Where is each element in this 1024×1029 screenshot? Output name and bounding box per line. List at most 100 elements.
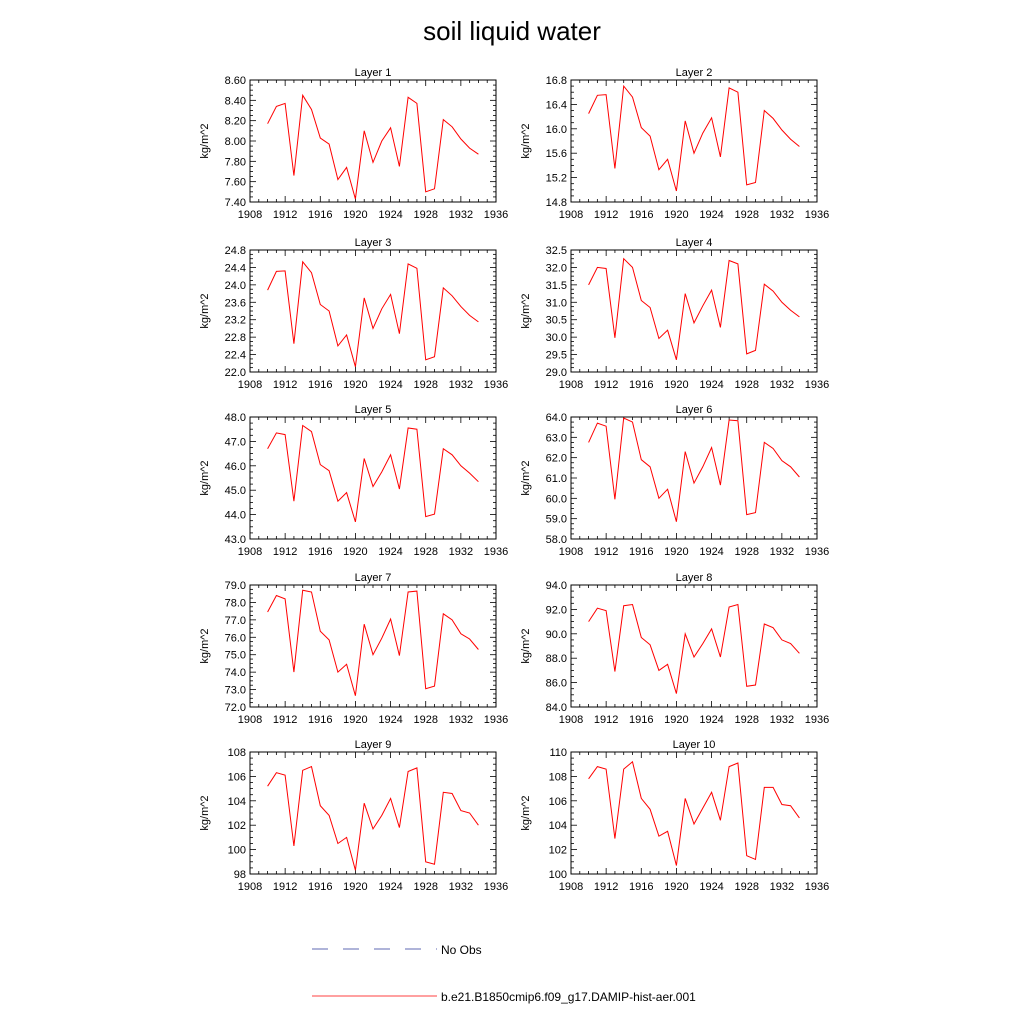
y-tick-label: 29.0 [546, 367, 567, 379]
plot-frame [249, 416, 497, 540]
panel-title: Layer 3 [355, 237, 392, 249]
x-tick-label: 1928 [413, 546, 437, 558]
panel-title: Layer 5 [355, 404, 392, 416]
y-tick-label: 110 [549, 747, 567, 759]
y-tick-label: 22.0 [225, 367, 246, 379]
y-tick-label: 8.20 [225, 116, 246, 128]
x-tick-label: 1912 [594, 714, 618, 726]
panel-title: Layer 4 [676, 237, 713, 249]
panel-3: Layer 3 kg/m^2 1908 1912 1916 1920 1924 1928 193… [199, 237, 508, 391]
y-axis-label: kg/m^2 [520, 628, 532, 663]
x-tick-label: 1916 [308, 209, 332, 221]
panel-title: Layer 2 [676, 67, 713, 79]
y-tick-label: 23.6 [225, 297, 246, 309]
x-tick-label: 1932 [770, 209, 794, 221]
x-tick-label: 1908 [559, 209, 583, 221]
y-tick-label: 24.8 [225, 245, 246, 257]
y-tick-label: 62.0 [546, 453, 567, 465]
x-tick-label: 1932 [449, 546, 473, 558]
y-tick-label: 78.0 [225, 597, 246, 609]
legend: No Obs b.e21.B1850cmip6.f09_g17.DAMIP-hi… [312, 943, 696, 1004]
series-line-1 [588, 417, 800, 522]
x-tick-label: 1920 [343, 379, 367, 391]
panels: Layer 1 kg/m^2 1908 1912 1916 1920 1924 1928 193… [199, 67, 829, 893]
x-tick-label: 1908 [238, 379, 262, 391]
y-tick-label: 76.0 [225, 632, 246, 644]
y-tick-label: 60.0 [546, 493, 567, 505]
y-tick-label: 74.0 [225, 667, 246, 679]
x-tick-label: 1924 [699, 209, 723, 221]
panel-9: Layer 9 kg/m^2 1908 1912 1916 1920 1924 1928 193… [199, 739, 508, 893]
x-tick-label: 1932 [770, 546, 794, 558]
x-tick-label: 1908 [238, 714, 262, 726]
y-tick-label: 23.2 [225, 315, 246, 327]
x-tick-label: 1932 [770, 714, 794, 726]
y-tick-label: 24.4 [225, 262, 246, 274]
y-tick-label: 108 [549, 771, 567, 783]
x-tick-label: 1936 [805, 379, 829, 391]
y-tick-label: 79.0 [225, 580, 246, 592]
panel-7: Layer 7 kg/m^2 1908 1912 1916 1920 1924 1928 193… [199, 572, 508, 726]
x-tick-label: 1908 [238, 881, 262, 893]
series-line-1 [588, 760, 800, 866]
series-line-1 [588, 603, 800, 694]
plot-frame [249, 751, 497, 875]
x-tick-label: 1908 [238, 209, 262, 221]
x-tick-label: 1908 [238, 546, 262, 558]
y-tick-label: 24.0 [225, 280, 246, 292]
y-tick-label: 29.5 [546, 350, 567, 362]
y-tick-label: 94.0 [546, 580, 567, 592]
x-tick-label: 1932 [449, 714, 473, 726]
y-tick-label: 102 [228, 820, 246, 832]
y-tick-label: 16.8 [546, 75, 567, 87]
series-line-1 [588, 257, 800, 360]
y-tick-label: 90.0 [546, 629, 567, 641]
y-tick-label: 14.8 [546, 197, 567, 209]
x-tick-label: 1924 [699, 379, 723, 391]
x-tick-label: 1908 [559, 881, 583, 893]
x-tick-label: 1928 [734, 714, 758, 726]
x-tick-label: 1936 [484, 881, 508, 893]
y-axis-label: kg/m^2 [520, 123, 532, 158]
x-tick-label: 1912 [273, 209, 297, 221]
x-tick-label: 1916 [629, 714, 653, 726]
y-tick-label: 16.0 [546, 124, 567, 136]
panel-10: Layer 10 kg/m^2 1908 1912 1916 1920 1924 1928 19… [520, 739, 829, 893]
y-tick-label: 61.0 [546, 473, 567, 485]
y-tick-label: 7.80 [225, 156, 246, 168]
y-tick-label: 92.0 [546, 604, 567, 616]
y-tick-label: 8.40 [225, 95, 246, 107]
plot-frame [249, 249, 497, 373]
y-axis-label: kg/m^2 [199, 460, 211, 495]
x-tick-label: 1924 [378, 546, 402, 558]
y-tick-label: 84.0 [546, 702, 567, 714]
y-tick-label: 7.60 [225, 177, 246, 189]
y-tick-label: 47.0 [225, 436, 246, 448]
x-tick-label: 1928 [413, 881, 437, 893]
x-tick-label: 1924 [699, 546, 723, 558]
panel-5: Layer 5 kg/m^2 1908 1912 1916 1920 1924 1928 193… [199, 404, 508, 558]
y-tick-label: 64.0 [546, 412, 567, 424]
plot-frame [570, 416, 818, 540]
y-tick-label: 58.0 [546, 534, 567, 546]
x-tick-label: 1936 [805, 714, 829, 726]
x-tick-label: 1920 [343, 546, 367, 558]
x-tick-label: 1936 [805, 209, 829, 221]
y-tick-label: 30.0 [546, 332, 567, 344]
x-tick-label: 1928 [734, 379, 758, 391]
x-tick-label: 1932 [449, 881, 473, 893]
x-tick-label: 1928 [413, 379, 437, 391]
y-tick-label: 63.0 [546, 432, 567, 444]
x-tick-label: 1936 [484, 714, 508, 726]
y-tick-label: 106 [549, 796, 567, 808]
x-tick-label: 1920 [664, 714, 688, 726]
y-tick-label: 100 [549, 869, 567, 881]
plot-frame [249, 584, 497, 708]
y-tick-label: 102 [549, 845, 567, 857]
x-tick-label: 1916 [629, 546, 653, 558]
x-tick-label: 1920 [343, 881, 367, 893]
x-tick-label: 1924 [378, 209, 402, 221]
x-tick-label: 1908 [559, 379, 583, 391]
x-tick-label: 1920 [343, 209, 367, 221]
